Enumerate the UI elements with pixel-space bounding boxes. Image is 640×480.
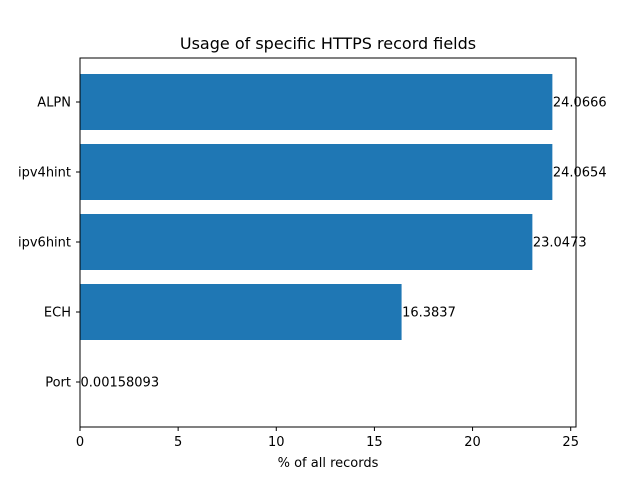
x-axis: 0 5 10 15 20 25 [76,427,579,450]
bar-ipv6hint [80,214,533,270]
x-tick-label: 25 [562,435,579,450]
y-tick-label-ipv4hint: ipv4hint [18,166,71,181]
y-axis: ALPN ipv4hint ipv6hint ECH Port [18,96,80,391]
y-tick-label-ipv6hint: ipv6hint [18,236,71,251]
y-tick-label-ech: ECH [44,306,71,321]
bar-ech [80,284,402,340]
bars-group [80,74,553,410]
x-tick-label: 10 [268,435,285,450]
data-labels-group: 24.0666 24.0654 23.0473 16.3837 0.00158093 [81,96,607,391]
y-tick-label-port: Port [45,376,71,391]
data-label-ipv6hint: 23.0473 [533,236,587,251]
data-label-port: 0.00158093 [81,376,160,391]
y-tick-label-alpn: ALPN [37,96,71,111]
data-label-ech: 16.3837 [402,306,456,321]
data-label-alpn: 24.0666 [553,96,607,111]
bar-ipv4hint [80,144,553,200]
x-tick-label: 20 [464,435,481,450]
bar-alpn [80,74,553,130]
x-axis-label: % of all records [278,456,379,471]
x-tick-label: 15 [366,435,383,450]
data-label-ipv4hint: 24.0654 [553,166,607,181]
chart-title: Usage of specific HTTPS record fields [180,34,476,53]
x-tick-label: 0 [76,435,84,450]
x-tick-label: 5 [174,435,182,450]
